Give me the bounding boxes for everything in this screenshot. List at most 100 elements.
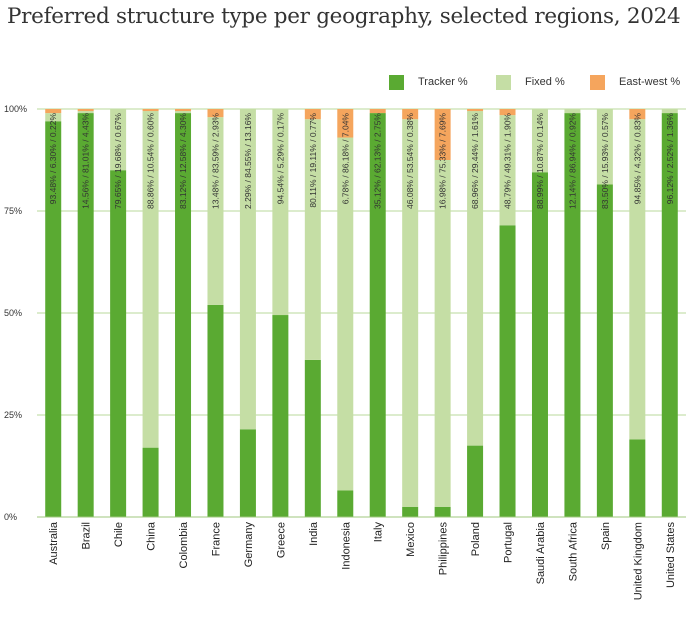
x-tick-label: Philippines [438,522,450,576]
bar-segment-east-west [467,109,484,112]
chart-title: Preferred structure type per geography, … [7,4,681,29]
data-label: 48.79% / 49.31% / 1.90% [503,113,513,209]
x-tick-label: India [308,521,320,546]
data-label: 2.29% / 84.55% / 13.16% [243,113,253,209]
bar-segment-tracker [434,506,451,517]
bar-segment-east-west [369,109,386,114]
legend: Tracker % Fixed % East-west % [0,0,691,100]
bar-segment-east-west [142,109,159,112]
x-tick-label: Italy [373,522,385,543]
bar-segment-east-west [629,109,646,120]
data-label: 35.12% / 62.13% / 2.75% [373,113,383,209]
bar-segment-east-west [499,109,516,116]
legend-swatch-fixed [496,74,511,90]
bar-segment-east-west [434,109,451,160]
bar-segment-fixed [45,113,62,122]
data-label: 6.78% / 86.18% / 7.04% [340,113,350,205]
x-tick-label: Germany [243,522,255,568]
bar-segment-fixed [142,111,159,448]
data-label: 83.50% / 15.93% / 0.57% [600,113,610,209]
legend-label-tracker: Tracker % [418,76,468,88]
bar-segment-east-west [207,109,224,118]
x-tick-label: Spain [600,522,612,550]
bar-segment-east-west [402,109,419,120]
y-tick-label: 50% [4,308,22,318]
bar-segment-fixed [499,115,516,226]
bar-segment-fixed [564,109,581,114]
bar-segment-east-west [304,109,321,120]
x-tick-label: Indonesia [340,521,352,570]
legend-item-east-west: East-west % [590,72,680,92]
x-tick-label: Greece [275,522,287,558]
x-tick-label: China [146,521,158,551]
bar-segment-tracker [110,170,127,517]
data-label: 12.14% / 86.94% / 0.92% [567,113,577,209]
data-label: 88.99% / 10.87% / 0.14% [535,113,545,209]
bar-segment-tracker [337,490,354,517]
bar-segment-fixed [175,111,192,114]
bar-segment-fixed [402,119,419,507]
bar-segment-fixed [434,160,451,507]
bar-segment-east-west [45,109,62,114]
bar-segment-fixed [629,119,646,440]
bar-segment-tracker [402,506,419,517]
bar-segment-tracker [77,113,94,517]
y-tick-label: 75% [4,206,22,216]
bar-segment-fixed [467,111,484,446]
data-label: 88.86% / 10.54% / 0.60% [146,113,156,209]
bar-segment-fixed [77,111,94,114]
bar-segment-fixed [110,109,127,171]
bar-segment-tracker [596,184,613,518]
legend-item-tracker: Tracker % [389,72,468,92]
bar-segment-fixed [661,109,678,114]
bar-segment-tracker [499,225,516,517]
x-tick-label: Colombia [178,521,190,568]
bar-segment-tracker [629,439,646,517]
bar-segment-tracker [45,121,62,518]
x-tick-label: Portugal [503,522,515,563]
bar-segment-tracker [272,315,289,517]
bar-segment-east-west [77,109,94,112]
x-tick-label: France [210,522,222,556]
bar-segment-tracker [564,113,581,517]
x-tick-label: Poland [470,522,482,556]
x-tick-label: Chile [113,522,125,547]
legend-label-fixed: Fixed % [525,76,565,88]
data-label: 68.96% / 29.44% / 1.61% [470,113,480,209]
data-label: 16.98% / 75.33% / 7.69% [438,113,448,209]
legend-swatch-east-west [590,74,605,90]
data-label: 14.56% / 81.01% / 4.43% [81,113,91,209]
data-label: 96.12% / 2.52% / 1.36% [665,113,675,205]
legend-swatch-tracker [389,74,404,90]
bar-segment-tracker [207,304,224,517]
y-tick-label: 100% [4,104,27,114]
data-label: 93.48% / 6.30% / 0.22% [48,113,58,205]
bar-segment-tracker [142,447,159,517]
legend-item-fixed: Fixed % [496,72,565,92]
bar-segment-fixed [337,137,354,491]
x-tick-label: Mexico [405,522,417,557]
data-label: 79.65% / 19.68% / 0.67% [113,113,123,209]
y-tick-label: 25% [4,410,22,420]
x-tick-label: Saudi Arabia [535,521,547,584]
bar-segment-fixed [272,109,289,316]
bar-segment-fixed [531,109,548,173]
x-tick-label: Brazil [81,522,93,550]
data-label: 13.48% / 83.59% / 2.93% [210,113,220,209]
bar-segment-east-west [337,109,354,138]
data-label: 83.12% / 12.58% / 4.30% [178,113,188,209]
bar-segment-fixed [596,109,613,185]
bar-segment-fixed [207,117,224,305]
legend-label-east-west: East-west % [619,76,681,88]
bar-segment-tracker [531,172,548,518]
bar-segment-tracker [467,445,484,517]
x-tick-label: United States [665,522,677,589]
bar-segment-tracker [661,113,678,517]
x-tick-label: Australia [48,521,60,565]
bar-segment-tracker [304,359,321,517]
data-label: 80.11% / 19.11% / 0.77% [308,113,318,208]
data-label: 46.08% / 53.54% / 0.38% [405,113,415,209]
bar-segment-tracker [239,429,256,517]
x-tick-label: South Africa [567,521,579,581]
